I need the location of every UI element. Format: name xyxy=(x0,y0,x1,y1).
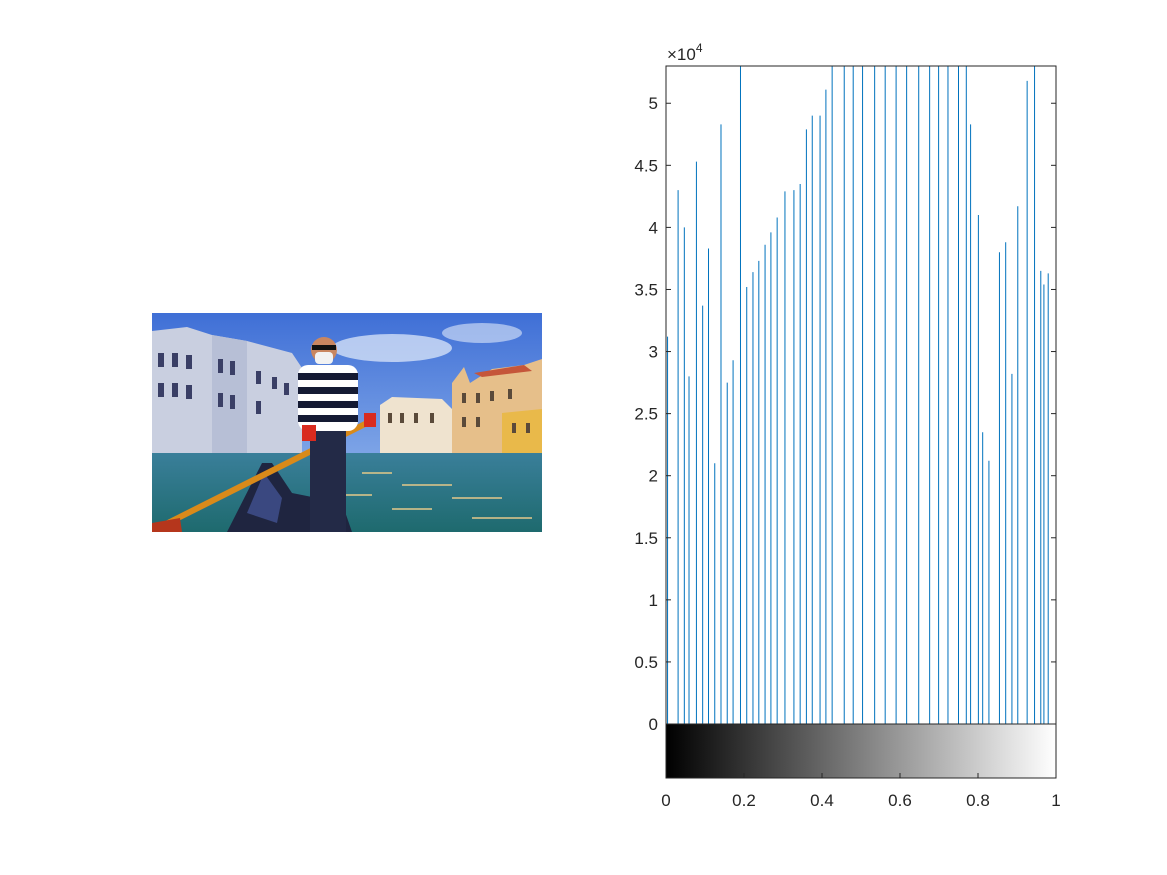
x-tick-label: 0.4 xyxy=(810,791,834,810)
x-tick-label: 0 xyxy=(661,791,670,810)
plot-area xyxy=(666,66,1056,724)
y-exponent-label: ×104 xyxy=(667,41,703,64)
x-axis: 0 0.2 0.4 0.6 0.8 1 xyxy=(661,773,1060,810)
y-tick-label: 1 xyxy=(649,591,658,610)
y-tick-label: 2.5 xyxy=(634,405,658,424)
x-tick-label: 0.2 xyxy=(732,791,756,810)
x-tick-label: 1 xyxy=(1051,791,1060,810)
gray-colorbar xyxy=(666,724,1056,778)
y-tick-label: 4 xyxy=(649,218,658,237)
y-tick-label: 1.5 xyxy=(634,529,658,548)
x-tick-label: 0.6 xyxy=(888,791,912,810)
x-tick-label: 0.8 xyxy=(966,791,990,810)
y-tick-label: 4.5 xyxy=(634,156,658,175)
y-tick-label: 2 xyxy=(649,467,658,486)
y-tick-label: 3 xyxy=(649,343,658,362)
y-tick-label: 3.5 xyxy=(634,280,658,299)
y-tick-label: 5 xyxy=(649,94,658,113)
y-tick-label: 0.5 xyxy=(634,653,658,672)
y-tick-label: 0 xyxy=(649,715,658,734)
